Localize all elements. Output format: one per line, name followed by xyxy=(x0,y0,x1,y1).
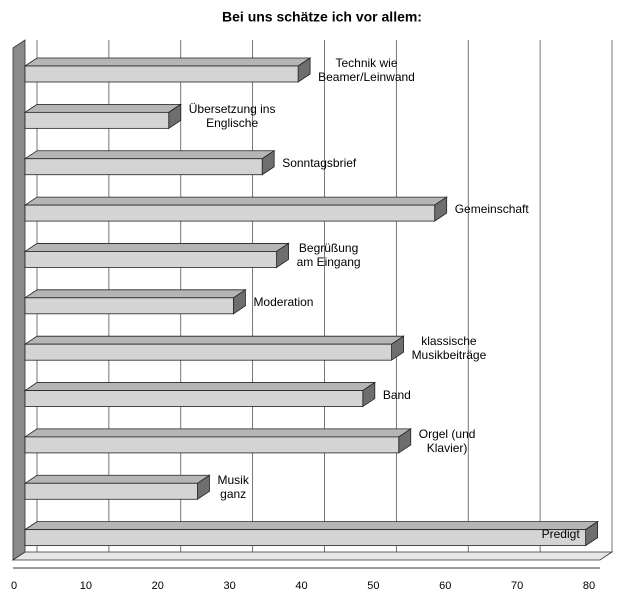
bar xyxy=(24,65,299,83)
bar-top xyxy=(23,57,312,67)
bar xyxy=(24,251,277,268)
bar-top xyxy=(23,103,183,113)
x-tick-label: 50 xyxy=(367,580,379,592)
x-tick-label: 70 xyxy=(511,580,523,592)
bar-top xyxy=(23,335,405,345)
bar-top xyxy=(23,243,290,252)
bar xyxy=(24,529,587,547)
bar xyxy=(24,111,170,129)
bar-top xyxy=(23,474,211,484)
bar-top xyxy=(23,521,599,531)
bar-top xyxy=(23,382,377,391)
bar-label: Orgel (und Klavier) xyxy=(418,426,476,455)
bar xyxy=(24,204,436,222)
bar-label: Begrüßung am Eingang xyxy=(296,241,361,270)
x-tick-label: 40 xyxy=(295,580,307,592)
x-tick-label: 10 xyxy=(80,580,92,592)
bar-label: Musik ganz xyxy=(217,473,249,502)
bar-label: Band xyxy=(382,387,411,402)
bar-label: Übersetzung ins Englische xyxy=(188,102,276,131)
chart-title: Bei uns schätze ich vor allem: xyxy=(222,9,422,25)
bar-label: klassische Musikbeiträge xyxy=(411,334,487,363)
bar xyxy=(24,390,364,407)
floor xyxy=(11,551,614,561)
bar xyxy=(24,158,263,176)
bar-label: Gemeinschaft xyxy=(454,202,529,217)
bar-top xyxy=(23,428,413,438)
left-wall xyxy=(12,39,26,561)
x-tick-label: 0 xyxy=(11,580,17,592)
bar-top xyxy=(23,150,276,160)
bar-label: Moderation xyxy=(253,294,314,309)
x-tick-label: 20 xyxy=(152,580,164,592)
bar xyxy=(24,343,392,361)
x-tick-label: 30 xyxy=(224,580,236,592)
bar-top xyxy=(23,196,449,206)
bar xyxy=(24,297,234,315)
bar xyxy=(24,436,400,454)
bar-label: Predigt xyxy=(541,526,580,541)
x-tick-label: 60 xyxy=(439,580,451,592)
bar-label: Technik wie Beamer/Leinwand xyxy=(318,56,415,84)
bar-label: Sonntagsbrief xyxy=(282,155,357,170)
bar xyxy=(24,482,198,500)
x-tick-label: 80 xyxy=(583,580,595,592)
bar-top xyxy=(23,289,247,299)
